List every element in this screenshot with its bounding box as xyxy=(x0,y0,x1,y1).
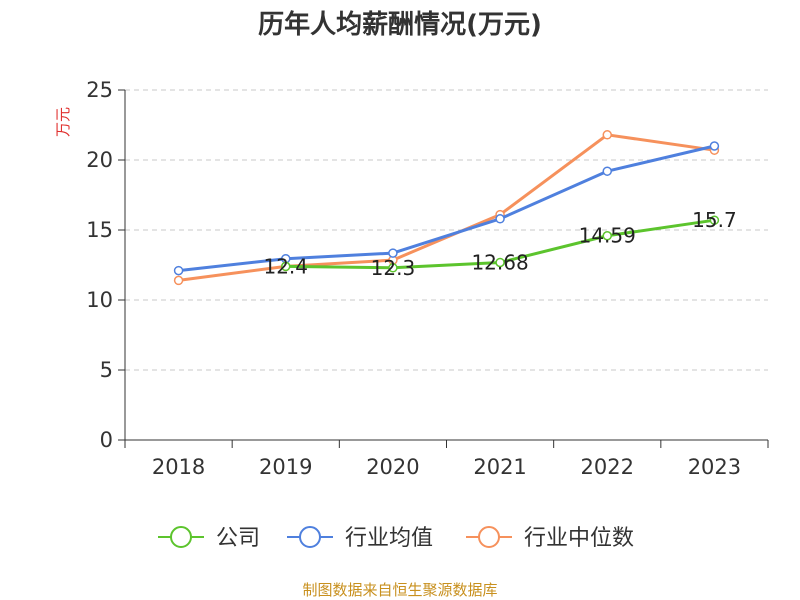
legend-label: 公司 xyxy=(216,526,260,551)
y-tick-label: 0 xyxy=(100,428,113,452)
x-tick-label: 2019 xyxy=(259,455,312,479)
x-tick-label: 2018 xyxy=(152,455,205,479)
data-label: 15.7 xyxy=(692,208,737,232)
data-point[interactable] xyxy=(709,215,720,225)
legend-item-2[interactable]: 行业中位数 xyxy=(466,526,634,551)
gridlines xyxy=(125,89,768,371)
data-point[interactable] xyxy=(709,141,720,151)
data-point[interactable] xyxy=(388,263,398,273)
data-point[interactable] xyxy=(602,130,612,140)
y-tick-label: 20 xyxy=(86,148,113,172)
data-label: 14.59 xyxy=(579,224,636,248)
legend-label: 行业中位数 xyxy=(524,526,634,551)
data-label: 12.4 xyxy=(263,254,308,278)
data-point[interactable] xyxy=(173,265,184,276)
data-point[interactable] xyxy=(602,230,612,241)
data-point[interactable] xyxy=(495,257,505,268)
legend-label: 行业均值 xyxy=(345,526,433,551)
y-tick-label: 5 xyxy=(100,358,113,382)
data-labels: 12.4 12.3 12.68 14.59 15.7 xyxy=(263,208,736,280)
data-label: 12.68 xyxy=(471,250,528,274)
legend[interactable]: 公司 行业均值 行业中位数 xyxy=(158,526,634,551)
chart-title: 历年人均薪酬情况(万元) xyxy=(258,9,542,40)
series-line-2 xyxy=(178,133,715,282)
legend-marker xyxy=(478,526,500,548)
y-tick-label: 10 xyxy=(86,288,113,312)
y-axis-label: 万元 xyxy=(54,107,72,137)
series-line-1 xyxy=(178,144,715,273)
x-tick-label: 2022 xyxy=(581,455,634,479)
x-tick-label: 2021 xyxy=(473,455,526,479)
legend-marker xyxy=(170,526,192,548)
data-point[interactable] xyxy=(495,214,505,224)
data-label: 12.3 xyxy=(371,256,416,280)
legend-item-1[interactable]: 行业均值 xyxy=(287,526,433,551)
data-point[interactable] xyxy=(173,275,184,286)
source-note: 制图数据来自恒生聚源数据库 xyxy=(302,581,497,599)
data-point[interactable] xyxy=(281,261,291,272)
data-point[interactable] xyxy=(602,166,612,176)
legend-marker xyxy=(299,526,321,548)
x-tick-label: 2020 xyxy=(366,455,419,479)
x-tick-label: 2023 xyxy=(688,455,741,479)
series-lines xyxy=(173,130,720,286)
data-point[interactable] xyxy=(388,248,398,258)
axes: 0 5 10 15 20 25 2018 2019 2020 2021 2022 2023 xyxy=(86,78,769,479)
legend-item-0[interactable]: 公司 xyxy=(158,526,260,551)
y-tick-label: 25 xyxy=(86,78,113,102)
y-tick-label: 15 xyxy=(86,218,113,242)
